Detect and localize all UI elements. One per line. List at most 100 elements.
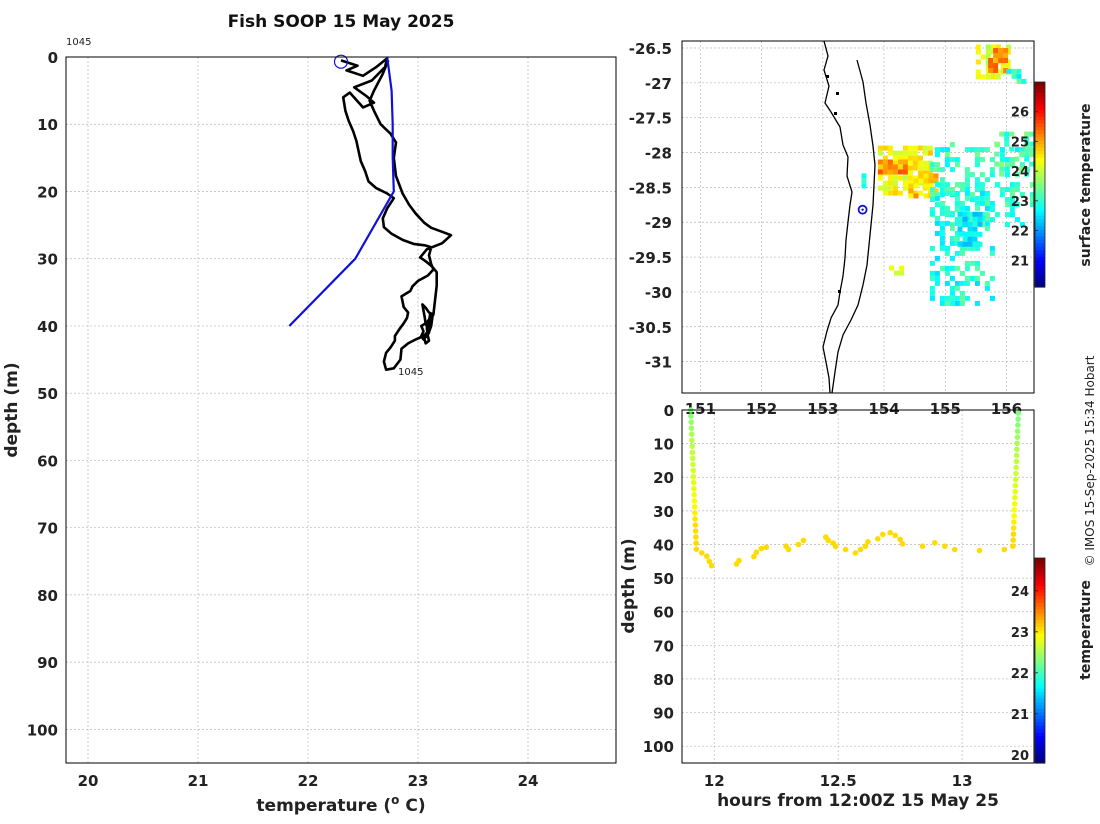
sst-pixel xyxy=(892,164,898,170)
section-colorbar-segment xyxy=(1035,660,1045,665)
map-colorbar-segment xyxy=(1035,164,1045,169)
section-point xyxy=(1010,525,1017,531)
sst-pixel xyxy=(1005,59,1011,65)
sst-pixel xyxy=(989,167,995,173)
section-point xyxy=(692,510,698,516)
sst-pixel xyxy=(934,255,940,261)
sst-pixel xyxy=(959,290,965,296)
section-colorbar-segment xyxy=(1035,578,1045,583)
sst-pixel xyxy=(962,236,968,242)
section-point xyxy=(690,467,696,474)
map-colorbar-segment xyxy=(1035,150,1045,155)
sst-pixel xyxy=(1014,182,1020,188)
sst-pixel xyxy=(877,175,883,181)
sst-pixel xyxy=(934,220,940,226)
section-colorbar-segment xyxy=(1035,585,1045,590)
section-point xyxy=(1015,410,1022,416)
map-colorbar-segment xyxy=(1035,201,1045,206)
section-point xyxy=(1015,422,1021,428)
sst-pixel xyxy=(972,241,978,247)
section-point xyxy=(785,546,792,553)
sst-pixel xyxy=(944,152,950,158)
section-y-tick-label: 60 xyxy=(653,604,674,622)
sst-pixel xyxy=(979,147,985,153)
section-point xyxy=(708,562,715,569)
sst-pixel xyxy=(977,221,983,227)
sst-pixel xyxy=(985,44,991,50)
sst-pixel xyxy=(907,165,913,171)
sst-pixel xyxy=(917,155,923,161)
sst-pixel xyxy=(993,63,999,68)
sst-pixel xyxy=(929,295,935,301)
sst-pixel xyxy=(980,54,986,60)
sst-pixel xyxy=(929,187,935,193)
sst-pixel xyxy=(954,157,960,163)
map-colorbar-segment xyxy=(1035,146,1045,151)
map-x-tick-label: 151 xyxy=(685,400,716,418)
sst-pixel xyxy=(964,182,970,188)
section-point xyxy=(692,522,699,528)
sst-pixel xyxy=(907,175,913,181)
map-colorbar-segment xyxy=(1035,99,1045,104)
sst-pixel xyxy=(949,210,955,216)
sst-pixel xyxy=(913,193,919,199)
sst-pixel xyxy=(959,182,965,188)
sst-pixel xyxy=(1009,131,1015,137)
sst-pixel xyxy=(929,245,935,251)
section-colorbar-segment xyxy=(1035,728,1045,733)
sst-pixel xyxy=(967,221,973,227)
sst-pixel xyxy=(959,250,965,256)
sst-pixel xyxy=(1016,73,1022,79)
sst-pixel xyxy=(913,183,919,189)
sst-pixel xyxy=(1029,202,1035,208)
map-colorbar-segment xyxy=(1035,249,1045,254)
map-colorbar-segment xyxy=(1035,167,1045,172)
map-colorbar-segment xyxy=(1035,232,1045,237)
section-point xyxy=(688,419,694,425)
section-colorbar-segment xyxy=(1035,568,1045,573)
sst-pixel xyxy=(882,155,888,161)
map-x-tick-label: 154 xyxy=(868,400,899,418)
section-point xyxy=(691,498,698,504)
sst-pixel xyxy=(929,192,935,198)
sst-pixel xyxy=(1004,197,1010,203)
sst-pixel xyxy=(1009,157,1015,163)
section-point xyxy=(736,557,742,564)
section-colorbar-segment xyxy=(1035,725,1045,730)
sst-pixel xyxy=(882,180,888,186)
sst-pixel xyxy=(964,260,970,266)
map-colorbar-segment xyxy=(1035,191,1045,196)
sst-pixel xyxy=(977,216,983,222)
sst-pixel xyxy=(949,255,955,261)
profile-y-tick-label: 80 xyxy=(37,587,58,605)
sst-pixel xyxy=(1029,192,1035,198)
map-colorbar-segment xyxy=(1035,133,1045,138)
section-point xyxy=(706,558,713,565)
sst-pixel xyxy=(969,217,975,223)
profile-x-tick-label: 21 xyxy=(188,772,209,790)
section-colorbar-segment xyxy=(1035,622,1045,627)
sst-pixel xyxy=(972,226,978,232)
map-colorbar-segment xyxy=(1035,136,1045,141)
sst-pixel xyxy=(1014,156,1020,162)
sst-pixel xyxy=(877,169,883,175)
sst-pixel xyxy=(1029,182,1035,188)
sst-pixel xyxy=(1029,152,1035,158)
sst-pixel xyxy=(1019,162,1025,168)
map-colorbar-segment xyxy=(1035,82,1045,87)
section-point xyxy=(693,546,700,552)
sst-pixel xyxy=(923,178,929,184)
sst-pixel xyxy=(944,295,950,301)
sst-pixel xyxy=(899,270,904,276)
profile-y-axis-label: depth (m) xyxy=(2,362,22,457)
sst-pixel xyxy=(974,187,980,193)
section-point xyxy=(692,516,698,522)
sst-pixel xyxy=(1029,147,1035,153)
map-colorbar-segment xyxy=(1035,259,1045,264)
section-colorbar-segment xyxy=(1035,653,1045,658)
map-y-tick-label: -28 xyxy=(645,145,672,163)
section-colorbar-segment xyxy=(1035,694,1045,699)
sst-pixel xyxy=(954,250,960,256)
sst-pixel xyxy=(929,260,935,266)
sst-pixel xyxy=(1016,68,1022,74)
